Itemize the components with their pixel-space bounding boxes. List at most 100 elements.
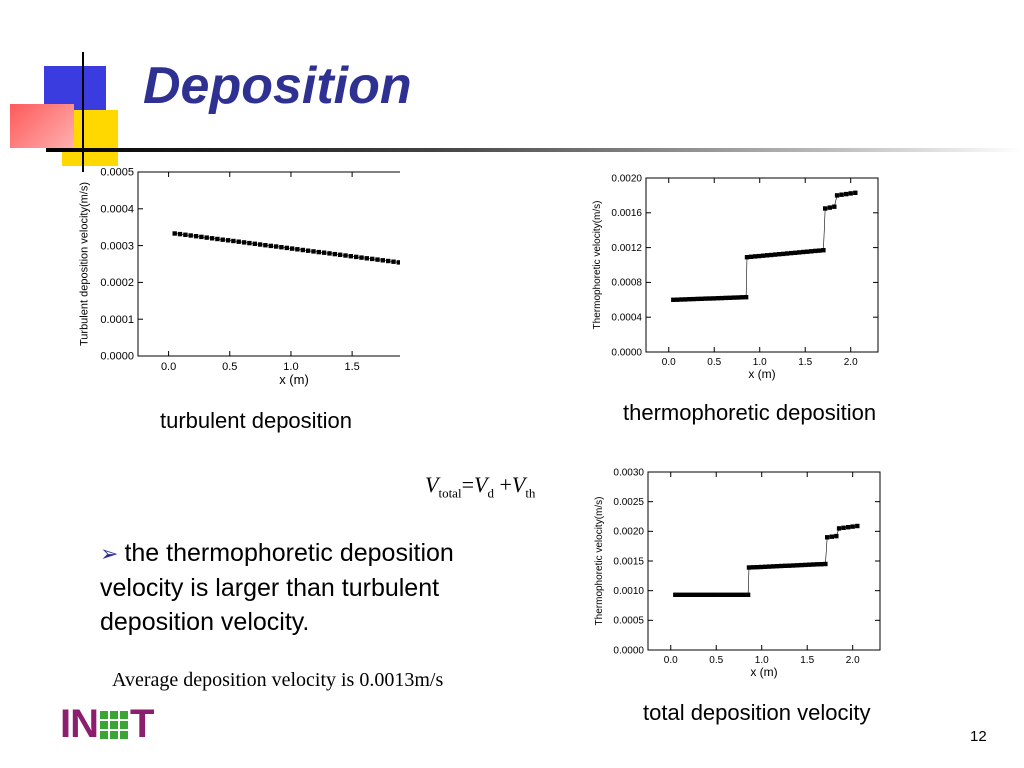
slide-title: Deposition xyxy=(143,57,412,115)
data-point xyxy=(785,251,790,256)
data-point xyxy=(760,253,766,258)
data-point xyxy=(723,295,729,301)
data-point xyxy=(225,238,231,243)
y-axis-label: Turbulent deposition velocity(m/s) xyxy=(78,182,90,346)
data-point xyxy=(671,297,676,302)
data-point xyxy=(781,251,786,257)
x-tick-label: 2.0 xyxy=(844,357,858,368)
chart-total: 0.0 0.5 1.0 1.5 2.0 0.0000 0.0005 0.0010 0.0015 0… xyxy=(594,467,881,679)
data-point xyxy=(745,592,751,597)
data-point xyxy=(803,562,808,568)
plot-frame xyxy=(647,471,881,651)
data-point xyxy=(783,563,788,568)
data-point xyxy=(733,592,739,597)
data-point xyxy=(762,564,768,569)
data-point xyxy=(853,190,858,195)
data-point xyxy=(701,592,706,597)
y-tick-label: 0.0030 xyxy=(613,467,644,478)
x-tick-label: 0.5 xyxy=(222,361,237,373)
data-point xyxy=(321,250,327,255)
data-point xyxy=(695,296,700,302)
data-point xyxy=(729,592,735,597)
data-point xyxy=(721,592,726,597)
data-point xyxy=(391,259,396,264)
x-tick-label: 1.0 xyxy=(755,655,769,666)
data-point xyxy=(697,592,702,597)
data-point xyxy=(764,253,770,258)
data-point xyxy=(823,561,828,567)
data-point xyxy=(839,192,844,197)
data-point xyxy=(257,242,263,247)
y-tick-label: 0.0003 xyxy=(100,240,134,252)
y-tick-label: 0.0020 xyxy=(613,527,644,538)
decor-red-square xyxy=(10,104,74,148)
y-tick-label: 0.0004 xyxy=(611,313,642,324)
data-point xyxy=(795,563,800,568)
data-point xyxy=(707,296,712,301)
data-point xyxy=(231,238,236,244)
data-point xyxy=(834,193,840,198)
data-point xyxy=(703,296,708,301)
logo-text-right: T xyxy=(130,702,154,746)
x-tick-label: 0.0 xyxy=(662,357,676,368)
data-point xyxy=(855,523,860,529)
x-tick-label: 1.0 xyxy=(283,361,298,373)
data-point xyxy=(685,592,690,597)
decor-horizontal-line xyxy=(46,148,1024,152)
data-point xyxy=(793,250,798,255)
data-point xyxy=(777,252,782,257)
data-point xyxy=(768,252,774,258)
data-point xyxy=(766,564,772,569)
data-point xyxy=(832,204,837,209)
data-point xyxy=(316,249,321,255)
velocity-equation: Vtotal=Vd +Vth xyxy=(425,472,535,501)
y-axis-label: Thermophoretic velocity(m/s) xyxy=(592,201,603,330)
data-point xyxy=(691,296,696,302)
data-point xyxy=(370,256,375,262)
data-point xyxy=(846,525,851,530)
data-point xyxy=(673,592,678,597)
data-point xyxy=(744,255,750,260)
chart-turbulent: 0.00.51.01.52.00.00000.00010.00020.00030… xyxy=(78,167,400,387)
plot-frame xyxy=(645,177,879,353)
data-point xyxy=(817,248,822,253)
data-point xyxy=(750,565,756,570)
eq-equals: = xyxy=(461,472,474,497)
data-point xyxy=(263,243,268,248)
x-tick-label: 0.0 xyxy=(161,361,176,373)
y-tick-label: 0.0000 xyxy=(611,347,642,358)
eq-v2: V xyxy=(473,472,488,497)
data-point xyxy=(252,241,257,246)
data-point xyxy=(774,564,780,569)
data-point xyxy=(787,563,792,568)
data-point xyxy=(193,234,199,239)
data-point xyxy=(199,234,204,240)
bullet-text: the thermophoretic deposition velocity i… xyxy=(100,539,454,636)
data-point xyxy=(725,592,731,597)
data-point xyxy=(209,236,215,241)
y-tick-label: 0.0004 xyxy=(100,203,134,215)
data-point xyxy=(343,253,348,258)
y-tick-label: 0.0002 xyxy=(100,277,134,289)
x-tick-label: 1.0 xyxy=(753,357,767,368)
data-point xyxy=(754,565,760,570)
data-point xyxy=(711,296,716,301)
y-tick-label: 0.0010 xyxy=(613,586,644,597)
data-point xyxy=(172,231,177,236)
data-point xyxy=(811,562,816,567)
data-point xyxy=(699,296,704,301)
data-point xyxy=(844,191,849,197)
data-point xyxy=(789,250,794,256)
data-point xyxy=(279,245,284,250)
caption-total: total deposition velocity xyxy=(643,700,871,725)
x-tick-label: 1.5 xyxy=(798,357,812,368)
data-point xyxy=(215,236,220,242)
y-tick-label: 0.0001 xyxy=(100,314,134,326)
data-point xyxy=(807,562,812,567)
data-point xyxy=(348,254,353,259)
x-tick-label: 0.0 xyxy=(664,655,678,666)
x-tick-label: 1.5 xyxy=(800,655,814,666)
data-point xyxy=(305,248,311,253)
data-point xyxy=(247,240,252,246)
data-point xyxy=(204,235,209,240)
